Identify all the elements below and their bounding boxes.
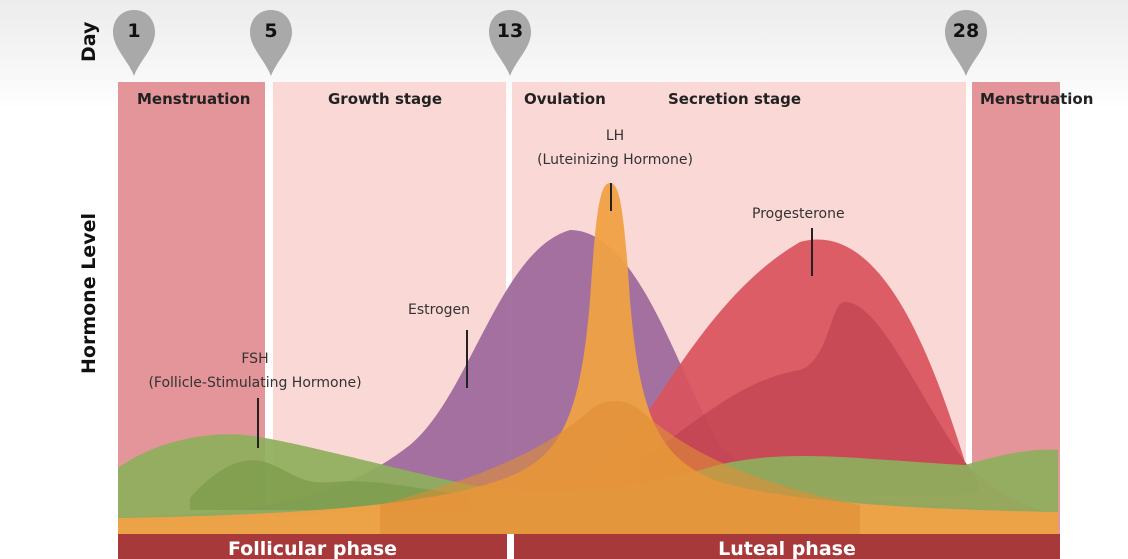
lh-curve (118, 183, 1058, 534)
day-marker-1: 1 (111, 8, 157, 78)
stage-label-menstruation-right: Menstruation (980, 90, 1094, 108)
luteal-phase-bar: Luteal phase (514, 534, 1060, 559)
day-marker-28-label: 28 (952, 20, 980, 42)
stage-label-secretion: Secretion stage (668, 90, 802, 108)
progesterone-inner-curve (640, 302, 980, 495)
progesterone-label: Progesterone (752, 206, 845, 222)
follicular-phase-bar: Follicular phase (118, 534, 507, 559)
stage-label-menstruation-left: Menstruation (137, 90, 251, 108)
fsh-label: FSH (Follicle-Stimulating Hormone) (120, 347, 390, 395)
day-marker-5-label: 5 (264, 20, 278, 42)
map-pin-icon (250, 10, 292, 76)
fsh-inner-curve (190, 460, 470, 510)
lh-label-line1: LH (605, 128, 625, 144)
hormone-level-axis-label: Hormone Level (78, 213, 100, 374)
day-marker-1-label: 1 (127, 20, 141, 42)
lh-label: LH (Luteinizing Hormone) (515, 124, 715, 172)
map-pin-icon (945, 10, 987, 76)
day-axis-label: Day (78, 21, 100, 62)
day-marker-5: 5 (248, 8, 294, 78)
map-pin-icon (113, 10, 155, 76)
stage-label-ovulation: Ovulation (524, 90, 606, 108)
day-marker-28: 28 (943, 8, 989, 78)
lh-lower-mound (380, 401, 860, 534)
day-marker-13: 13 (487, 8, 533, 78)
fsh-label-line1: FSH (241, 351, 269, 367)
lh-label-line2: (Luteinizing Hormone) (537, 152, 693, 168)
estrogen-label: Estrogen (408, 302, 471, 318)
map-pin-icon (489, 10, 531, 76)
day-marker-13-label: 13 (496, 20, 524, 42)
stage-label-growth: Growth stage (328, 90, 443, 108)
fsh-label-line2: (Follicle-Stimulating Hormone) (148, 375, 362, 391)
